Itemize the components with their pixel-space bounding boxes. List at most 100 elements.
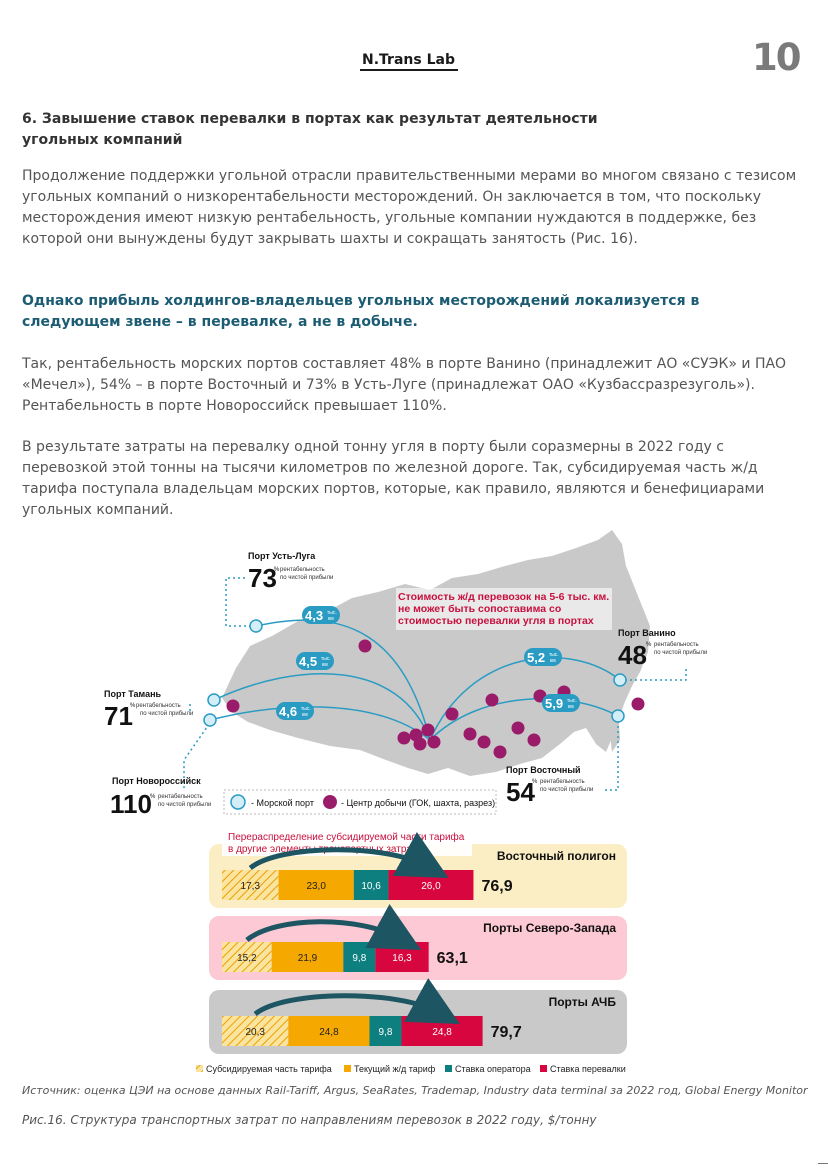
bar-segment [222, 942, 272, 972]
profit-note: по чистой прибыли [158, 801, 211, 808]
mining-legend-icon [323, 795, 337, 809]
port-name: Порт Усть-Луга [248, 551, 316, 561]
redistribution-arrow [253, 978, 460, 1025]
mining-center [421, 723, 435, 737]
mining-center [427, 735, 441, 749]
port-label-novorossiysk: Порт Новороссийск 110 % рентабельность п… [110, 776, 211, 819]
figure-16: 4,3 тыс. км 4,5 тыс. км 4,6 тыс. км 5,2 … [104, 530, 707, 1074]
figure-caption: Рис.16. Структура транспортных затрат по… [22, 1113, 597, 1127]
port-label-taman: Порт Тамань 71 % рентабельность по чисто… [104, 689, 193, 731]
profit-note: рентабельность [158, 794, 203, 800]
pct-sign: % [130, 703, 136, 709]
legend-mining-label: - Центр добычи (ГОК, шахта, разрез) [341, 798, 495, 808]
bar-value-label: 21,9 [298, 953, 318, 964]
pct-sign: % [274, 567, 280, 573]
port-name: Порт Ванино [618, 628, 676, 638]
callout-line: не может быть сопоставима со [398, 603, 561, 615]
bar-segment [288, 1016, 370, 1046]
profit-note: по чистой прибыли [280, 574, 333, 581]
mining-center [445, 707, 459, 721]
emphasis-paragraph: Однако прибыль холдингов-владельцев угол… [22, 293, 700, 330]
chart-note: Перераспределение субсидируемой части та… [228, 831, 465, 843]
legend-swatch [445, 1065, 452, 1072]
port-value: 110 [110, 789, 152, 819]
port-marker-icon [249, 619, 263, 633]
port-marker-icon [207, 693, 221, 707]
bar-value-label: 9,8 [352, 953, 366, 964]
source-note: Источник: оценка ЦЭИ на основе данных Ra… [22, 1084, 808, 1097]
km-unit: тыс. [301, 706, 311, 712]
distance-label: 4,5 [299, 654, 317, 669]
bar-segment [222, 1016, 289, 1046]
legend-swatch [344, 1065, 351, 1072]
legend-label: Ставка оператора [455, 1064, 531, 1074]
port-value: 54 [506, 777, 535, 807]
profit-note: рентабельность [654, 642, 699, 648]
map-callout: Стоимость ж/д перевозок на 5-6 тыс. км. … [396, 588, 612, 630]
legend-label: Ставка перевалки [550, 1064, 626, 1074]
km-unit: тыс. [321, 656, 331, 662]
bar-value-label: 26,0 [421, 881, 441, 892]
mining-center [527, 733, 541, 747]
redistribution-arrow [248, 832, 449, 879]
callout-line: Стоимость ж/д перевозок на 5-6 тыс. км. [398, 591, 609, 603]
logo: N.Trans Lab [362, 52, 455, 68]
bar-segment [278, 870, 354, 900]
port-label-vanino: Порт Ванино 48 % рентабельность по чисто… [618, 628, 707, 670]
category-label: Порты АЧБ [549, 995, 617, 1009]
port-marker-icon [203, 713, 217, 727]
distance-label: 5,2 [527, 650, 545, 665]
profit-note: по чистой прибыли [140, 710, 193, 717]
transport-cost-chart: Перераспределение субсидируемой части та… [209, 826, 627, 1054]
paragraph-2: Так, рентабельность морских портов соста… [22, 356, 787, 414]
distance-label: 4,3 [305, 608, 323, 623]
distance-badges: 4,3 тыс. км 4,5 тыс. км 4,6 тыс. км 5,2 … [276, 606, 580, 720]
map-legend: - Морской порт - Центр добычи (ГОК, шахт… [223, 789, 497, 815]
bar-segment [222, 870, 279, 900]
port-marker-icon [613, 673, 627, 687]
mining-centers [226, 639, 645, 759]
bar-value-label: 23,0 [306, 881, 326, 892]
mining-center [477, 735, 491, 749]
pct-sign: % [150, 794, 156, 800]
port-label-ust-luga: Порт Усть-Луга 73 % рентабельность по чи… [248, 551, 333, 593]
bar-value-label: 9,8 [379, 1027, 393, 1038]
km-unit: тыс. [327, 610, 337, 616]
distance-label: 5,9 [545, 696, 563, 711]
route-ust-luga [255, 619, 431, 741]
route-novorossiysk [209, 706, 431, 741]
pct-sign: % [532, 779, 538, 785]
bar-segment [369, 1016, 402, 1046]
leader-lines [183, 577, 687, 791]
profit-note: рентабельность [540, 779, 585, 785]
bar-segment [353, 870, 389, 900]
port-value: 71 [104, 701, 133, 731]
km-unit: тыс. [549, 652, 559, 658]
chart-legend: Субсидируемая часть тарифа Текущий ж/д та… [196, 1064, 626, 1074]
paragraph-1: Продолжение поддержки угольной отрасли п… [22, 168, 797, 247]
legend-port-label: - Морской порт [251, 798, 314, 808]
mining-center [226, 699, 240, 713]
km-unit: км [302, 712, 308, 718]
profit-note: рентабельность [280, 567, 325, 573]
bar-value-label: 24,8 [432, 1027, 452, 1038]
redistribution-arrow [245, 904, 422, 951]
corner-mark [818, 1163, 828, 1164]
mining-center [485, 693, 499, 707]
bar-value-label: 24,8 [319, 1027, 339, 1038]
km-unit: км [550, 658, 556, 664]
mining-center [493, 745, 507, 759]
profit-note: по чистой прибыли [654, 649, 707, 656]
mining-center [511, 721, 525, 735]
category-label: Восточный полигон [497, 849, 616, 863]
km-unit: тыс. [567, 698, 577, 704]
distance-label: 4,6 [279, 704, 297, 719]
legend-label: Субсидируемая часть тарифа [206, 1064, 332, 1074]
mining-center [463, 727, 477, 741]
port-name: Порт Восточный [506, 765, 581, 775]
mining-center [358, 639, 372, 653]
km-unit: км [568, 704, 574, 710]
mining-center [397, 731, 411, 745]
bar-value-label: 10,6 [361, 881, 381, 892]
bar-total-label: 76,9 [481, 878, 512, 895]
